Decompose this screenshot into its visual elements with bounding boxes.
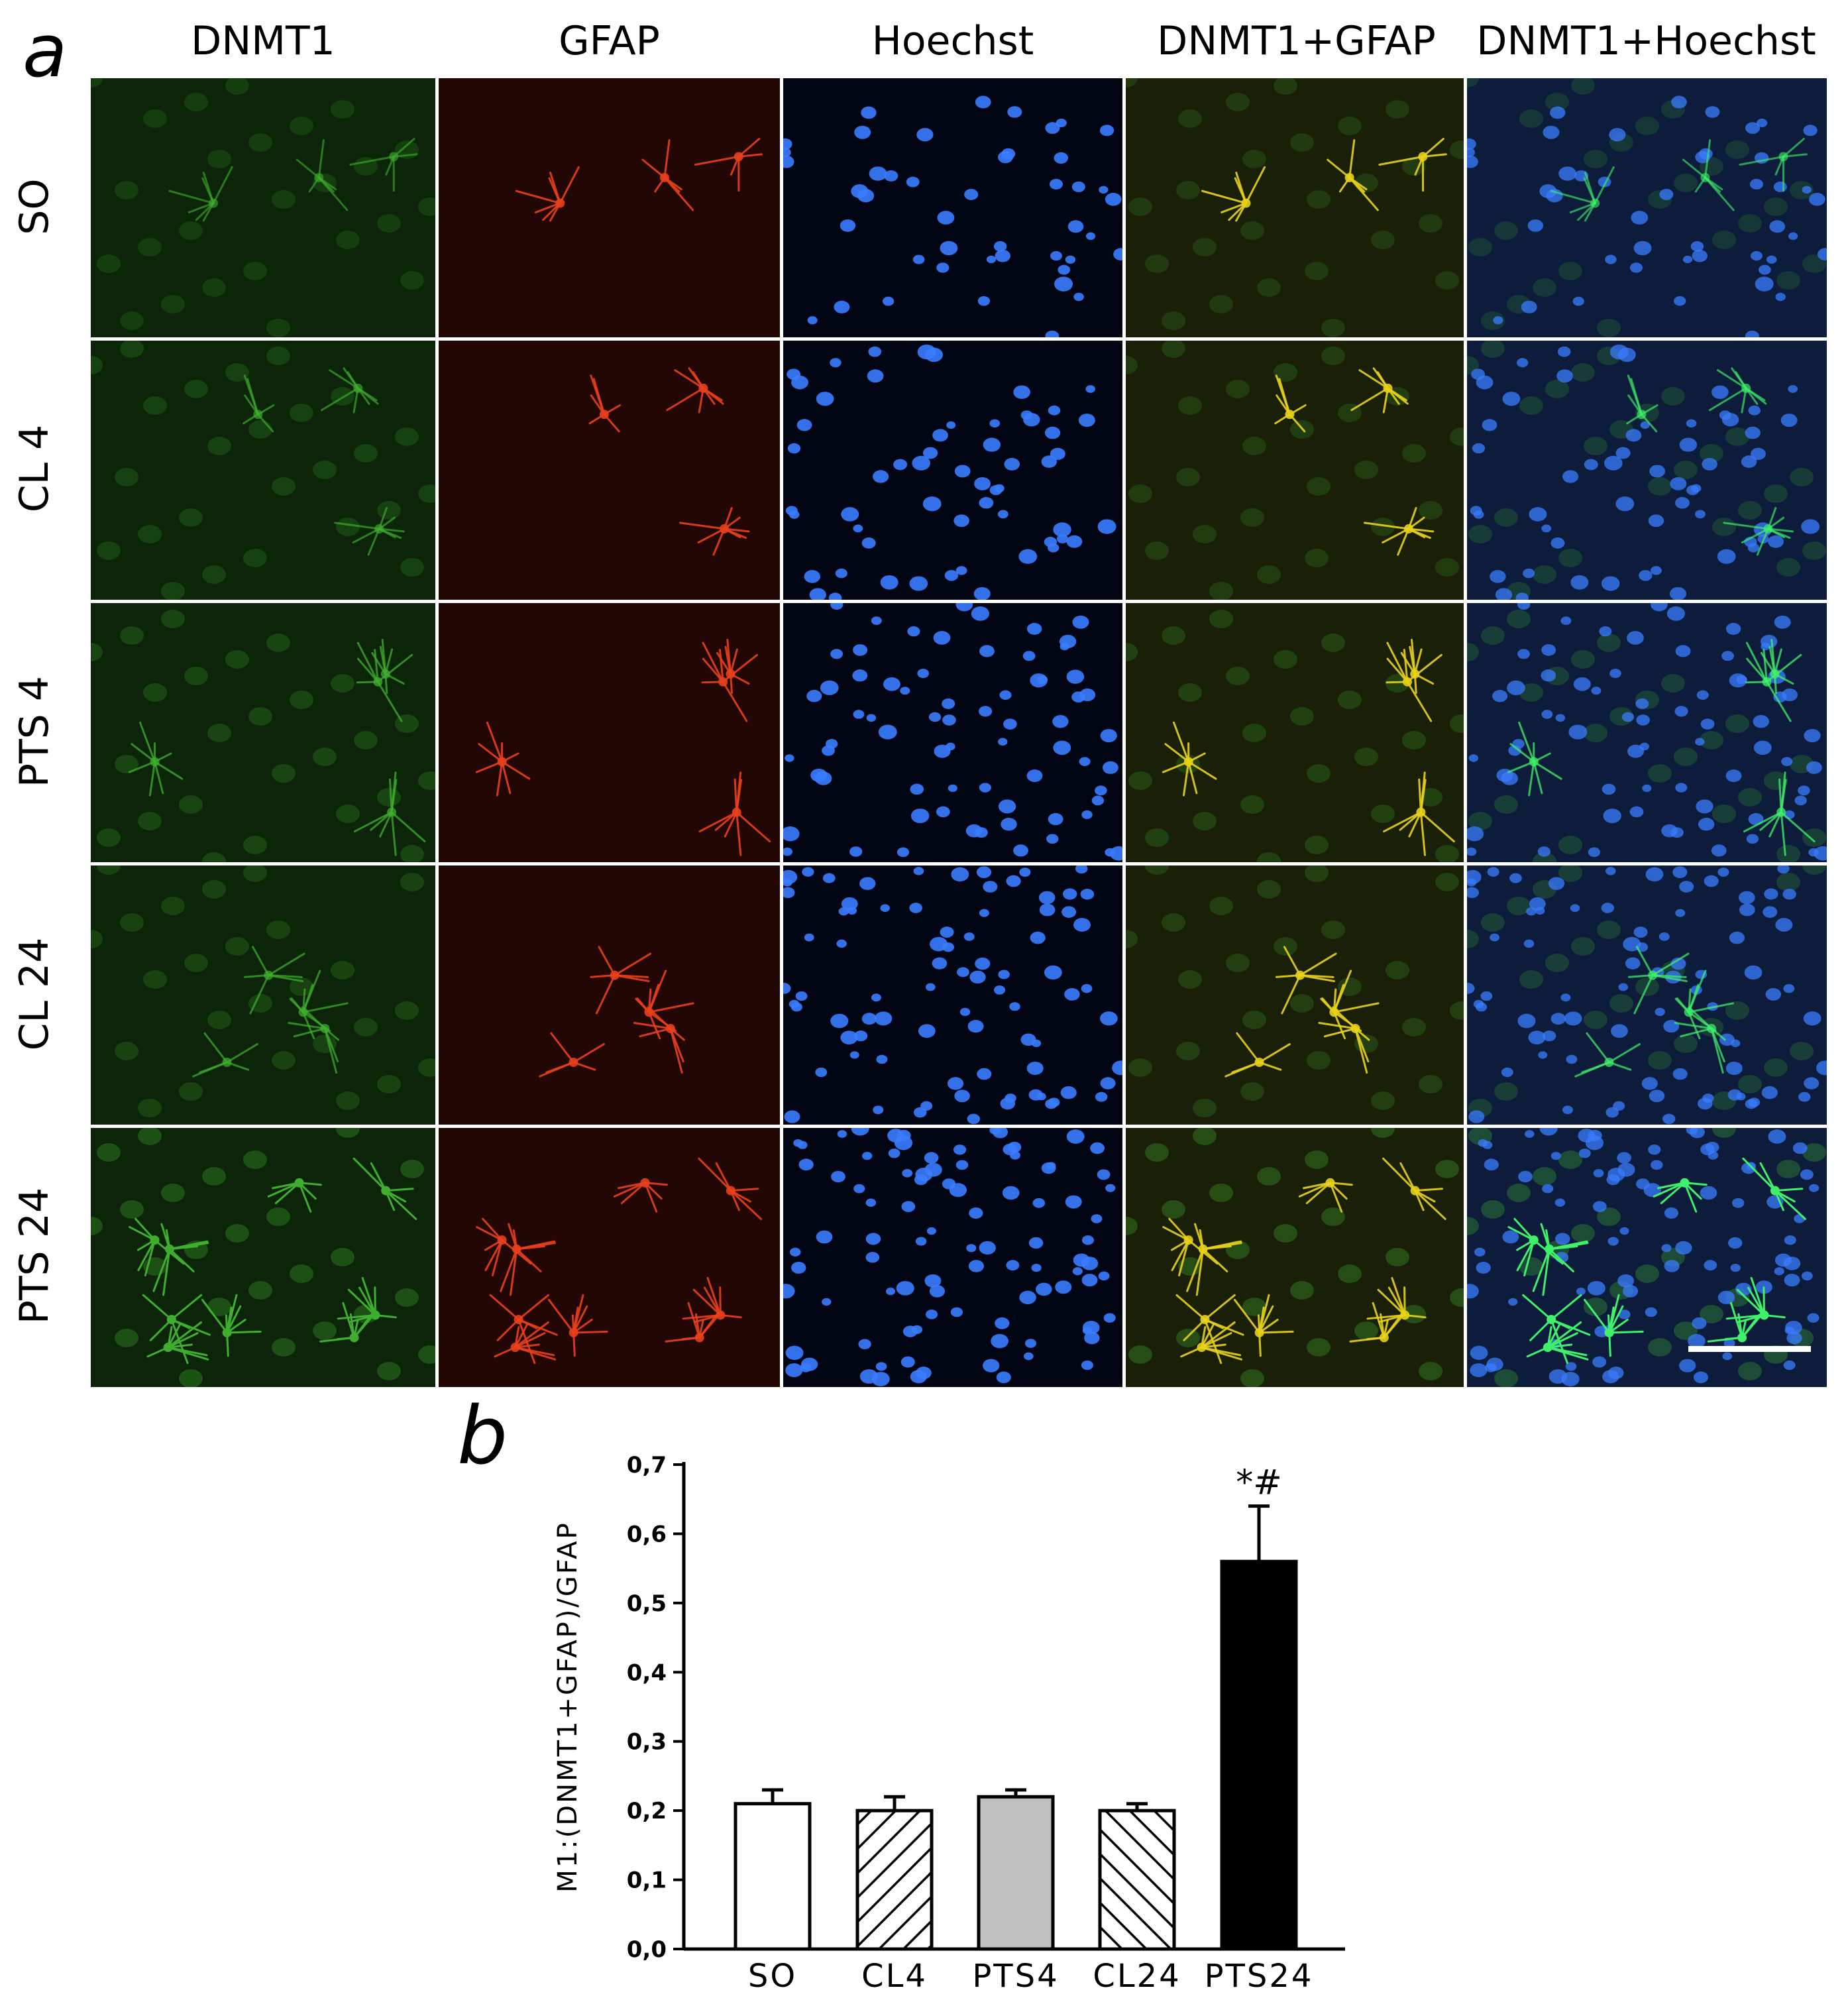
micrograph-tile <box>1126 78 1464 337</box>
micrograph-tile <box>91 78 435 337</box>
micrograph-grid <box>91 78 1827 1387</box>
micrograph-tile <box>439 603 780 862</box>
y-tick-label: 0,0 <box>627 1936 667 1963</box>
micrograph-tile <box>91 865 435 1125</box>
scale-bar <box>1688 1346 1811 1352</box>
column-header-dnmt1-gfap: DNMT1+GFAP <box>1157 18 1436 64</box>
y-tick-label: 0,5 <box>627 1591 667 1617</box>
micrograph-tile <box>783 78 1122 337</box>
micrograph-tile <box>439 78 780 337</box>
micrograph-tile <box>1467 603 1827 862</box>
micrograph-tile <box>1126 603 1464 862</box>
y-tick-label: 0,1 <box>627 1868 667 1894</box>
micrograph-tile <box>1126 341 1464 600</box>
x-tick-label: CL4 <box>861 1958 928 1995</box>
panel-label-b: b <box>457 1390 508 1482</box>
bar-pts24 <box>1220 1559 1298 1951</box>
significance-annotation: *# <box>1236 1463 1282 1503</box>
y-tick-label: 0,7 <box>627 1452 667 1479</box>
micrograph-tile <box>1467 1128 1827 1387</box>
micrograph-tile <box>439 1128 780 1387</box>
panel-label-a: a <box>23 9 68 93</box>
micrograph-tile <box>1126 1128 1464 1387</box>
x-tick-label: SO <box>748 1958 797 1995</box>
micrograph-tile <box>1126 865 1464 1125</box>
bar-so <box>734 1802 812 1951</box>
micrograph-tile <box>783 603 1122 862</box>
micrograph-tile <box>783 865 1122 1125</box>
micrograph-tile <box>1467 865 1827 1125</box>
micrograph-tile <box>91 341 435 600</box>
y-tick-label: 0,3 <box>627 1729 667 1756</box>
micrograph-tile <box>91 603 435 862</box>
column-header-dnmt1-hoechst: DNMT1+Hoechst <box>1476 18 1816 64</box>
y-axis-label: M1:(DNMT1+GFAP)/GFAP <box>553 1521 583 1892</box>
x-tick-label: CL24 <box>1093 1958 1181 1995</box>
bar-pts4 <box>977 1795 1055 1951</box>
x-tick-label: PTS24 <box>1205 1958 1314 1995</box>
y-tick-label: 0,2 <box>627 1798 667 1824</box>
micrograph-tile <box>1467 78 1827 337</box>
column-header-gfap: GFAP <box>559 18 660 64</box>
micrograph-tile <box>783 1128 1122 1387</box>
micrograph-tile <box>91 1128 435 1387</box>
y-tick-label: 0,4 <box>627 1659 667 1686</box>
column-header-hoechst: Hoechst <box>871 18 1034 64</box>
column-header-dnmt1: DNMT1 <box>191 18 335 64</box>
bar-cl24 <box>1098 1809 1176 1951</box>
micrograph-tile <box>1467 341 1827 600</box>
x-tick-label: PTS4 <box>972 1958 1059 1995</box>
micrograph-tile <box>439 865 780 1125</box>
micrograph-tile <box>439 341 780 600</box>
y-tick-label: 0,6 <box>627 1521 667 1547</box>
bar-cl4 <box>855 1809 934 1951</box>
micrograph-tile <box>783 341 1122 600</box>
